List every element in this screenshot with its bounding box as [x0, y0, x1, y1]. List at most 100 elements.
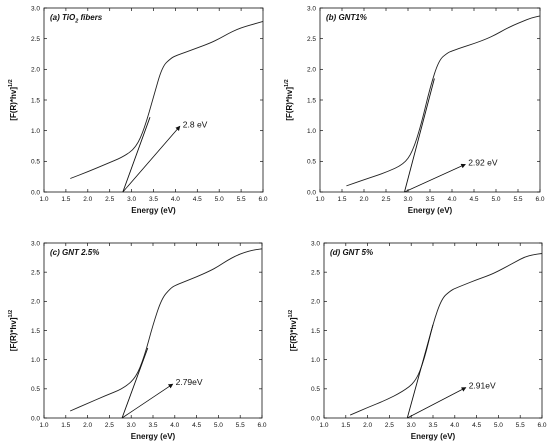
annotation-arrow: [404, 163, 466, 193]
x-tick-label: 2.0: [363, 422, 372, 429]
y-tick-label: 2.5: [31, 36, 40, 43]
x-tick-label: 4.0: [450, 422, 459, 429]
x-tick-label: 1.5: [61, 196, 70, 203]
tangent-line: [406, 324, 434, 419]
x-tick-label: 2.5: [385, 422, 394, 429]
x-tick-label: 2.5: [381, 196, 390, 203]
x-tick-label: 6.0: [537, 422, 546, 429]
panel-2: 1.0 1.5 2.0 2.5 3.0 3.5 4.0 4.5 5.0 5.5 6.0 0.0 0.5 1…: [8, 240, 267, 441]
y-tick-label: 2.0: [31, 67, 40, 74]
x-tick-label: 5.5: [516, 422, 525, 429]
x-tick-label: 4.5: [192, 422, 201, 429]
panel-0: 1.0 1.5 2.0 2.5 3.0 3.5 4.0 4.5 5.0 5.5 6.0 0.0 0.5 1…: [8, 5, 268, 215]
y-tick-label: 0.0: [31, 415, 40, 422]
band-gap-label: 2.92 eV: [468, 157, 498, 167]
y-axis-label: [F(R)*hv]1/2: [288, 310, 298, 351]
y-tick-label: 3.0: [311, 240, 320, 247]
y-axis-label-superscript: 1/2: [8, 79, 14, 87]
y-tick-label: 2.5: [31, 269, 40, 276]
y-tick-label: 0.5: [311, 386, 320, 393]
y-tick-label: 2.0: [311, 299, 320, 306]
data-series-line: [349, 253, 543, 416]
x-tick-label: 5.0: [215, 196, 224, 203]
y-tick-label: 0.5: [31, 386, 40, 393]
data-series-line: [346, 15, 541, 187]
y-tick-label: 1.0: [31, 357, 40, 364]
x-tick-label: 2.0: [359, 196, 368, 203]
y-tick-label: 2.5: [311, 269, 320, 276]
x-tick-label: 3.0: [127, 196, 136, 203]
plot-frame: [323, 242, 543, 419]
x-tick-label: 5.5: [236, 422, 245, 429]
x-tick-label: 3.5: [149, 196, 158, 203]
plot-frame: [43, 242, 263, 419]
x-tick-label: 3.5: [148, 422, 157, 429]
annotation-arrow: [122, 125, 181, 193]
x-axis-label: Energy (eV): [411, 432, 456, 441]
y-tick-label: 1.5: [307, 97, 316, 104]
x-axis-label: Energy (eV): [131, 206, 176, 215]
y-tick-label: 1.0: [311, 357, 320, 364]
y-tick-label: 0.5: [307, 159, 316, 166]
x-tick-label: 6.0: [535, 196, 544, 203]
x-tick-label: 2.0: [83, 196, 92, 203]
y-tick-label: 0.0: [311, 415, 320, 422]
band-gap-label: 2.8 eV: [183, 119, 208, 129]
data-series-line: [69, 248, 263, 412]
data-series-line: [70, 21, 264, 179]
panel-title-main: (c) GNT 2.5%: [50, 248, 99, 257]
y-tick-label: 1.5: [31, 328, 40, 335]
y-tick-label: 1.0: [31, 128, 40, 135]
y-tick-label: 1.5: [31, 97, 40, 104]
annotation-arrow: [121, 383, 174, 419]
y-tick-label: 0.5: [31, 159, 40, 166]
panel-title: (a) TiO2 fibers: [50, 13, 103, 25]
panel-title-main: (b) GNT1%: [326, 13, 367, 22]
x-tick-label: 1.5: [337, 196, 346, 203]
x-tick-label: 3.0: [403, 196, 412, 203]
panel-title-subscript: 2: [74, 19, 78, 25]
y-axis-label-superscript: 1/2: [284, 79, 290, 87]
panel-title: (b) GNT1%: [326, 13, 367, 22]
y-tick-label: 2.5: [307, 36, 316, 43]
x-tick-label: 4.0: [170, 422, 179, 429]
y-tick-label: 2.0: [307, 67, 316, 74]
x-tick-label: 4.0: [447, 196, 456, 203]
x-tick-label: 3.5: [425, 196, 434, 203]
panel-title: (d) GNT 5%: [330, 248, 373, 257]
x-tick-label: 1.0: [315, 196, 324, 203]
x-axis-label: Energy (eV): [131, 432, 176, 441]
x-tick-label: 2.5: [105, 422, 114, 429]
panel-title-rest: fibers: [78, 13, 103, 22]
panel-title-main: (a) TiO: [50, 13, 76, 22]
x-tick-label: 2.5: [105, 196, 114, 203]
y-axis-label-main: [F(R)*hv]: [289, 317, 298, 351]
y-tick-label: 3.0: [307, 5, 316, 12]
y-axis-label-superscript: 1/2: [288, 310, 294, 318]
tangent-line: [404, 78, 435, 193]
y-axis-label-main: [F(R)*hv]: [9, 87, 18, 121]
panel-title: (c) GNT 2.5%: [50, 248, 99, 257]
x-tick-label: 4.5: [469, 196, 478, 203]
x-tick-label: 3.0: [127, 422, 136, 429]
x-tick-label: 1.0: [319, 422, 328, 429]
tangent-line: [122, 117, 151, 193]
x-tick-label: 5.0: [491, 196, 500, 203]
x-tick-label: 1.5: [61, 422, 70, 429]
y-tick-label: 3.0: [31, 240, 40, 247]
tangent-line: [121, 347, 149, 419]
y-tick-label: 1.0: [307, 128, 316, 135]
x-tick-label: 5.0: [494, 422, 503, 429]
band-gap-label: 2.79eV: [176, 377, 203, 387]
y-axis-label: [F(R)*hv]1/2: [8, 310, 18, 351]
x-tick-label: 6.0: [258, 196, 267, 203]
y-axis-label-main: [F(R)*hv]: [9, 317, 18, 351]
x-tick-label: 1.5: [341, 422, 350, 429]
x-tick-label: 5.5: [513, 196, 522, 203]
y-tick-label: 0.0: [307, 189, 316, 196]
x-tick-label: 5.5: [237, 196, 246, 203]
y-axis-label-superscript: 1/2: [8, 310, 14, 318]
x-axis-label: Energy (eV): [408, 206, 453, 215]
